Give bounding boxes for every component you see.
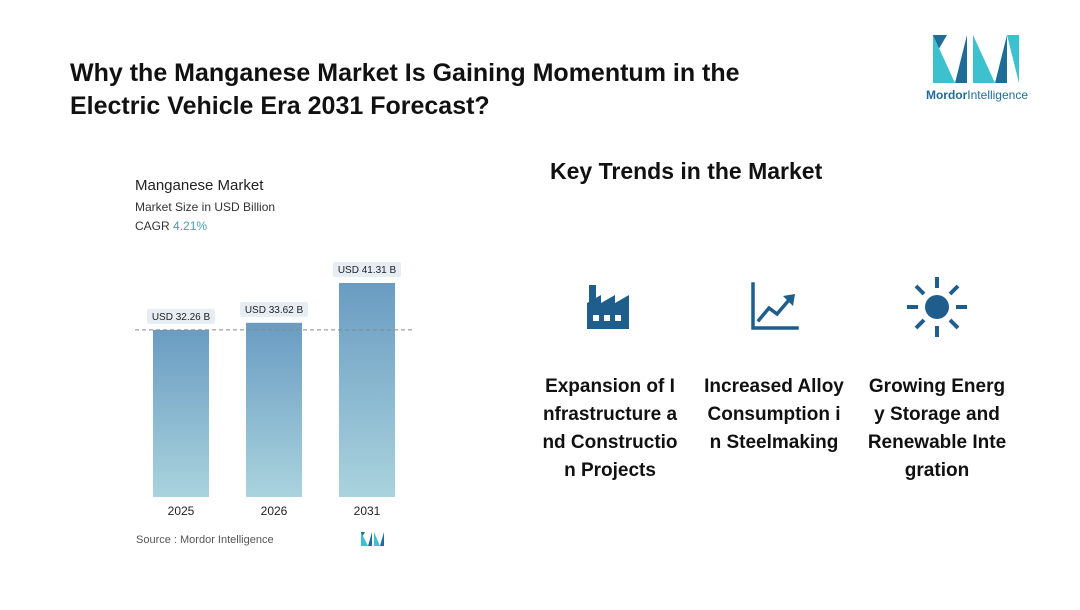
market-size-chart: USD 32.26 B 2025 USD 33.62 B 2026 USD 41.31 … xyxy=(110,155,430,560)
trend-label-infrastructure: Expansion of Infrastructure and Construc… xyxy=(542,376,678,481)
x-tick-2031: 2031 xyxy=(354,504,381,518)
page-title-line-1: Why the Manganese Market Is Gaining Mome… xyxy=(70,59,740,87)
sun-icon xyxy=(907,277,967,337)
page-title-line-2: Electric Vehicle Era 2031 Forecast? xyxy=(70,92,490,120)
factory-icon xyxy=(587,285,629,329)
data-label-2025: USD 32.26 B xyxy=(152,312,211,323)
chart-source: Source : Mordor Intelligence xyxy=(136,534,274,546)
x-tick-2025: 2025 xyxy=(168,504,195,518)
line-chart-growth-icon xyxy=(751,282,799,330)
chart-cagr: CAGR 4.21% xyxy=(135,219,207,233)
bar-chart-plot: USD 32.26 B 2025 USD 33.62 B 2026 USD 41.31 … xyxy=(135,262,415,518)
data-label-bg-2026 xyxy=(240,301,308,317)
data-label-2026: USD 33.62 B xyxy=(245,305,304,316)
chart-title: Manganese Market xyxy=(135,177,264,194)
bar-2026 xyxy=(246,322,302,497)
bar-2025 xyxy=(153,329,209,497)
logo-wordmark: MordorIntelligence xyxy=(925,88,1029,102)
trend-label-energy-storage: Growing Energy Storage and Renewable Int… xyxy=(867,376,1007,481)
mordor-intelligence-logo: MordorIntelligence xyxy=(921,35,1033,105)
trend-label-alloy-consumption: Increased Alloy Consumption in Steelmaki… xyxy=(704,376,844,453)
data-label-2031: USD 41.31 B xyxy=(338,265,397,276)
cagr-label: CAGR xyxy=(135,219,170,233)
logo-mark-icon xyxy=(933,35,1019,83)
key-trends-title: Key Trends in the Market xyxy=(550,158,823,184)
page-title: Why the Manganese Market Is Gaining Mome… xyxy=(70,57,870,123)
data-label-bg-2025 xyxy=(147,308,215,324)
bar-2031 xyxy=(339,283,395,497)
mini-logo-icon xyxy=(361,532,384,546)
data-label-bg-2031 xyxy=(333,262,401,277)
cagr-value: 4.21% xyxy=(173,219,208,233)
chart-subtitle: Market Size in USD Billion xyxy=(135,200,276,214)
x-tick-2026: 2026 xyxy=(261,504,288,518)
